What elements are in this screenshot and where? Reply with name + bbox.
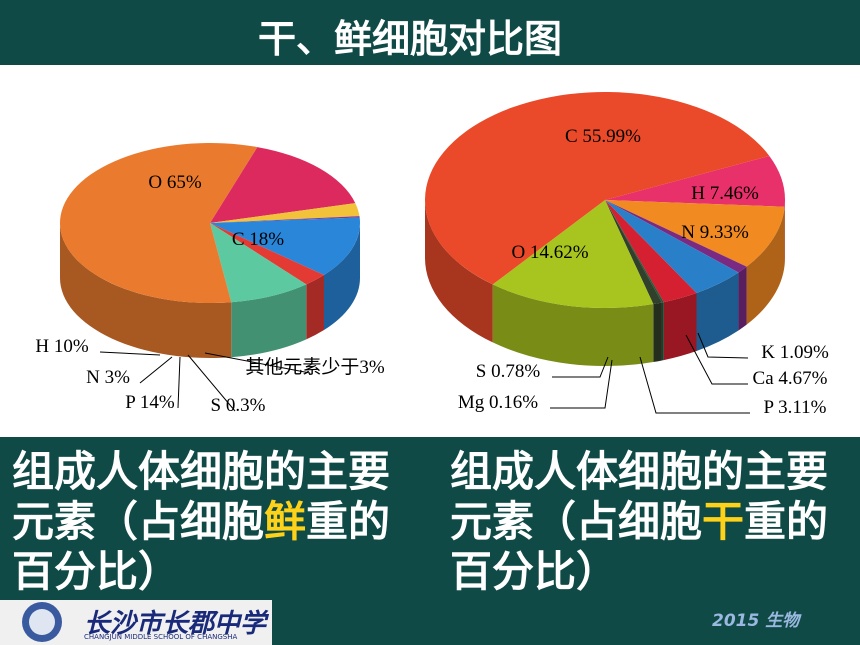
slice-side (653, 302, 662, 363)
slice (210, 217, 360, 276)
leader-line (177, 356, 181, 409)
caption-highlight: 鲜 (264, 497, 307, 546)
slice (60, 143, 258, 303)
slice-side (746, 206, 785, 325)
slice-label: P 3.11% (764, 397, 827, 418)
caption-text: 组成人体细胞的主要元素（占细胞 (12, 447, 391, 546)
slice-side (696, 272, 739, 352)
leader-line (685, 334, 748, 385)
charts: C 18% 其他元素少于3% S 0.3% P 14% N 3% H 10% O 65% H … (35, 92, 829, 418)
slice (210, 223, 324, 285)
leader-line (550, 359, 613, 409)
slice (605, 200, 739, 294)
leader-line (187, 354, 236, 412)
slice (605, 200, 747, 273)
leader-line (552, 356, 609, 378)
caption-text: 重的百分比） (450, 497, 829, 596)
slice-label: 其他元素少于3% (245, 356, 385, 378)
leader-line (639, 356, 750, 414)
caption-text: 重的百分比） (12, 497, 391, 596)
leader-line (204, 352, 311, 374)
leader-line (139, 356, 173, 384)
slide-title: 干、鲜细胞对比图 (257, 17, 562, 61)
badge: 2015 生物 (712, 611, 800, 631)
slice-side (738, 266, 747, 331)
slice (425, 92, 770, 285)
slice (210, 216, 360, 223)
school-name-en: CHANGJUN MIDDLE SCHOOL OF CHANGSHA (84, 633, 238, 641)
caption: 组成人体细胞的主要元素（占细胞鲜重的百分比） (12, 447, 404, 597)
slice (605, 200, 664, 303)
slice-label: S 0.78% (476, 361, 541, 382)
slice-label: Mg 0.16% (458, 392, 538, 413)
school-name: 长沙市长郡中学 (84, 609, 267, 639)
slice-label: Ca 4.67% (753, 368, 828, 389)
slice-label: N 9.33% (681, 222, 749, 243)
slice (210, 223, 307, 303)
slice-label: H 7.46% (691, 183, 759, 204)
slice-label: S 0.3% (211, 395, 266, 416)
slice-side (492, 284, 654, 366)
slice-side (323, 223, 360, 331)
slice-side (306, 275, 324, 340)
slice-label: P 14% (125, 392, 175, 413)
slice-label: O 14.62% (511, 242, 588, 263)
slice (210, 203, 360, 223)
logo: 长沙市长郡中学 CHANGJUN MIDDLE SCHOOL OF CHANGS… (0, 600, 272, 645)
slice (605, 200, 785, 267)
slice-side (60, 223, 232, 358)
slice-label: O 65% (148, 172, 201, 193)
header-bar (0, 0, 860, 65)
slice (605, 155, 785, 207)
slice-side (661, 302, 664, 361)
caption-text: 组成人体细胞的主要元素（占细胞 (450, 447, 829, 546)
slice-label: K 1.09% (761, 342, 829, 363)
slice-label: C 18% (232, 229, 284, 250)
slice (210, 147, 356, 223)
slice-label: N 3% (86, 367, 130, 388)
caption: 组成人体细胞的主要元素（占细胞干重的百分比） (450, 447, 842, 597)
leader-line (697, 332, 749, 359)
slice (492, 200, 654, 308)
slice (605, 200, 662, 305)
slice-label: H 10% (35, 336, 88, 357)
slice (605, 200, 697, 303)
caption-highlight: 干 (702, 497, 745, 546)
slice-side (231, 284, 307, 358)
slice-side (425, 200, 493, 343)
slice-label: C 55.99% (565, 126, 641, 147)
logo-emblem (22, 602, 62, 642)
slice-side (663, 293, 697, 361)
leader-line (99, 351, 161, 356)
